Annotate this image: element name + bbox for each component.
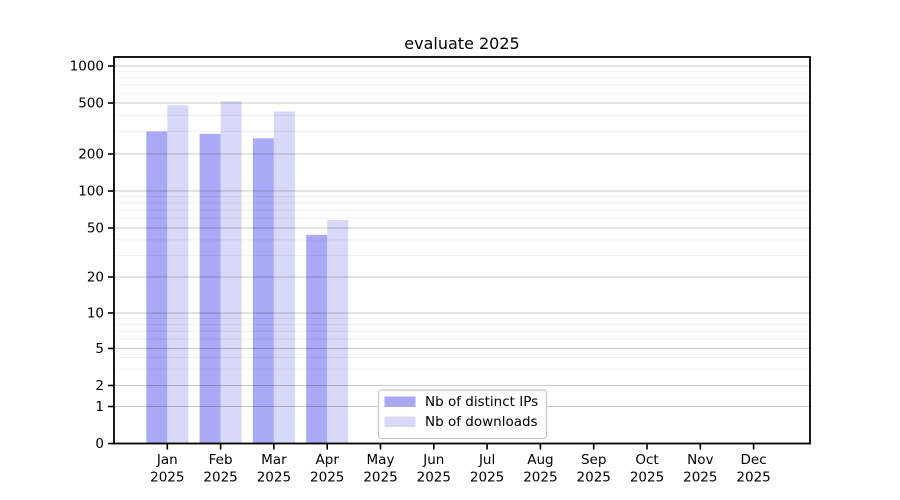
bar-downloads [273,111,295,444]
bar-distinct-ips [146,131,168,444]
x-month-label: Mar [261,452,287,468]
x-month-label: Aug [527,452,553,468]
x-year-label: 2025 [470,470,504,486]
y-tick-label: 50 [87,221,104,237]
x-month-label: May [367,452,395,468]
y-tick-label: 1 [95,399,104,415]
legend-swatch-distinct-ips [384,396,416,407]
y-tick-label: 2 [95,378,104,394]
x-year-label: 2025 [257,470,291,486]
x-month-label: Oct [635,452,658,468]
y-tick-label: 100 [78,184,104,200]
bar-distinct-ips [252,138,274,444]
x-month-label: Feb [209,452,233,468]
legend-swatch-downloads [384,416,416,427]
x-year-label: 2025 [523,470,557,486]
y-tick-label: 1000 [70,59,104,75]
x-month-label: Jun [422,452,444,468]
bar-downloads [167,105,189,444]
legend-label: Nb of distinct IPs [425,394,538,410]
x-year-label: 2025 [683,470,717,486]
chart-title: evaluate 2025 [404,34,520,53]
y-tick-label: 5 [95,341,104,357]
x-year-label: 2025 [363,470,397,486]
y-tick-label: 0 [95,436,104,452]
x-year-label: 2025 [150,470,184,486]
x-year-label: 2025 [310,470,344,486]
bar-downloads [327,220,349,444]
x-month-label: Jan [156,452,178,468]
y-tick-label: 200 [78,147,104,163]
y-tick-label: 10 [87,306,104,322]
x-year-label: 2025 [577,470,611,486]
x-month-label: Apr [316,452,340,468]
x-month-label: Nov [687,452,713,468]
axis-spine [113,56,811,445]
legend-label: Nb of downloads [425,414,538,430]
x-month-label: Sep [581,452,606,468]
legend-box [377,389,548,440]
x-month-label: Dec [741,452,767,468]
bar-downloads [220,101,242,444]
y-tick-label: 20 [87,270,104,286]
bar-distinct-ips [306,234,328,444]
bar-distinct-ips [199,133,221,444]
x-month-label: Jul [478,452,495,468]
x-year-label: 2025 [736,470,770,486]
x-year-label: 2025 [630,470,664,486]
x-year-label: 2025 [417,470,451,486]
x-year-label: 2025 [203,470,237,486]
y-tick-label: 500 [78,96,104,112]
